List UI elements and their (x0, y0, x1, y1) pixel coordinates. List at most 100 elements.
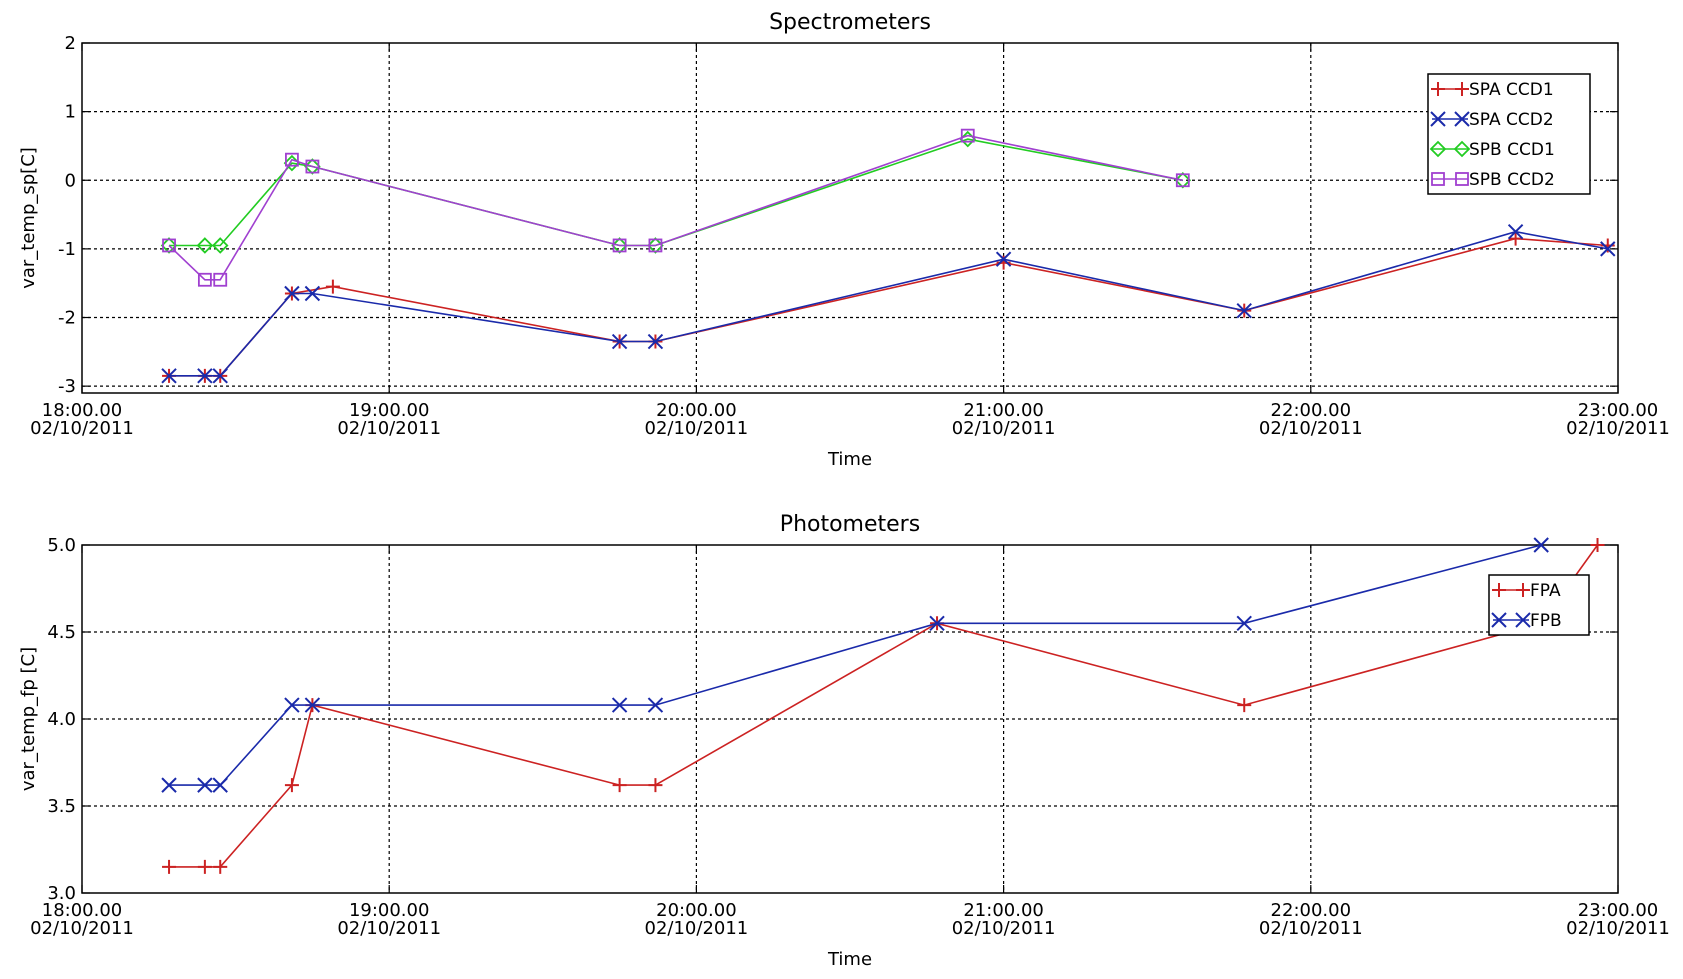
data-point (1533, 537, 1549, 553)
y-tick-label: 4.0 (47, 709, 76, 730)
chart-2: Photometers5.04.54.03.53.018:00.0002/10/… (18, 512, 1670, 970)
legend-marker (1430, 111, 1446, 127)
x-tick-label-time: 21:00.00 (963, 900, 1044, 921)
data-point (285, 152, 299, 167)
x-tick-label-time: 18:00.00 (42, 400, 123, 421)
x-tick-label-date: 02/10/2011 (645, 918, 749, 939)
x-tick-label-time: 22:00.00 (1271, 900, 1352, 921)
legend-marker (1453, 140, 1471, 158)
y-tick-label: 3.5 (47, 796, 76, 817)
legend-marker (1431, 82, 1445, 96)
x-axis-label: Time (827, 949, 872, 970)
data-point (1175, 173, 1190, 188)
x-axis-label: Time (827, 449, 872, 470)
y-tick-label: -2 (58, 308, 76, 329)
legend-box (1488, 574, 1590, 636)
series-line (168, 134, 1183, 281)
y-tick-label: 1 (65, 102, 76, 123)
y-tick-label: -1 (58, 239, 76, 260)
data-point (162, 238, 176, 253)
legend-marker (1454, 111, 1470, 127)
x-tick-label-time: 20:00.00 (656, 900, 737, 921)
data-point (995, 251, 1012, 267)
legend-marker (1516, 583, 1530, 597)
x-tick-label-date: 02/10/2011 (1259, 918, 1363, 939)
data-point (197, 368, 213, 384)
x-tick-label-time: 19:00.00 (349, 400, 430, 421)
data-point (611, 333, 628, 350)
data-point (1590, 538, 1605, 552)
legend-marker (1515, 612, 1531, 628)
x-tick-label-date: 02/10/2011 (30, 418, 134, 439)
x-tick-label-date: 02/10/2011 (337, 918, 441, 939)
chart-title: Spectrometers (769, 10, 931, 35)
x-tick-label-date: 02/10/2011 (337, 418, 441, 439)
data-point (1237, 698, 1252, 713)
data-point (960, 128, 975, 143)
legend-entry: FPA (1530, 581, 1561, 601)
data-point (305, 159, 320, 174)
y-axis-label: var_temp_sp[C] (18, 147, 39, 289)
legend-entry: SPB CCD2 (1469, 170, 1555, 190)
x-tick-label-date: 02/10/2011 (30, 918, 134, 939)
data-point (1600, 241, 1616, 257)
chart-1: Spectrometers210-1-2-318:00.0002/10/2011… (18, 10, 1670, 470)
y-tick-label: -3 (58, 376, 76, 397)
x-tick-label-date: 02/10/2011 (952, 418, 1056, 439)
legend-marker (1455, 172, 1469, 186)
series-1 (162, 231, 1615, 383)
legend-marker (1492, 583, 1506, 597)
data-point (211, 237, 229, 254)
x-tick-label-time: 22:00.00 (1271, 400, 1352, 421)
legend-entry: SPA CCD2 (1469, 110, 1554, 130)
y-tick-label: 5.0 (47, 535, 76, 556)
data-point (284, 697, 300, 713)
series-line (169, 544, 1542, 786)
data-point (161, 368, 177, 384)
x-tick-label-time: 18:00.00 (42, 900, 123, 921)
data-point (304, 285, 321, 302)
legend-entry: SPB CCD1 (1469, 140, 1555, 160)
data-point (648, 778, 663, 793)
data-point (197, 859, 212, 874)
x-tick-label-time: 23:00.00 (1578, 900, 1659, 921)
legend-entry: SPA CCD1 (1469, 80, 1554, 100)
legend-marker (1491, 612, 1507, 628)
data-point (325, 279, 340, 294)
data-point (1507, 224, 1524, 240)
data-point (647, 697, 664, 713)
x-tick-label-time: 20:00.00 (656, 400, 737, 421)
data-point (1174, 171, 1192, 189)
series-2 (161, 537, 1549, 793)
data-point (611, 697, 628, 713)
data-point (212, 368, 228, 384)
legend-box (1427, 73, 1591, 195)
data-point (212, 777, 228, 793)
plot-area-frame (81, 42, 1619, 394)
legend-marker (1429, 140, 1447, 158)
x-tick-label-date: 02/10/2011 (1259, 418, 1363, 439)
data-point (996, 255, 1011, 270)
y-tick-label: 4.5 (47, 622, 76, 643)
data-point (284, 285, 300, 302)
data-point (213, 272, 228, 287)
legend: FPA FPB (1488, 574, 1590, 636)
data-point (648, 238, 663, 253)
data-point (197, 272, 212, 287)
series-line (169, 230, 1608, 377)
x-tick-label-date: 02/10/2011 (645, 418, 749, 439)
data-point (162, 859, 177, 874)
series-line (169, 237, 1608, 377)
data-point (647, 333, 664, 350)
series-1 (162, 538, 1605, 874)
data-point (213, 859, 228, 874)
data-point (1236, 302, 1252, 319)
data-point (1600, 238, 1615, 253)
data-point (304, 697, 321, 713)
data-point (196, 237, 214, 254)
chart-title: Photometers (780, 512, 920, 537)
legend-entry: FPB (1530, 611, 1562, 631)
data-point (611, 237, 628, 254)
